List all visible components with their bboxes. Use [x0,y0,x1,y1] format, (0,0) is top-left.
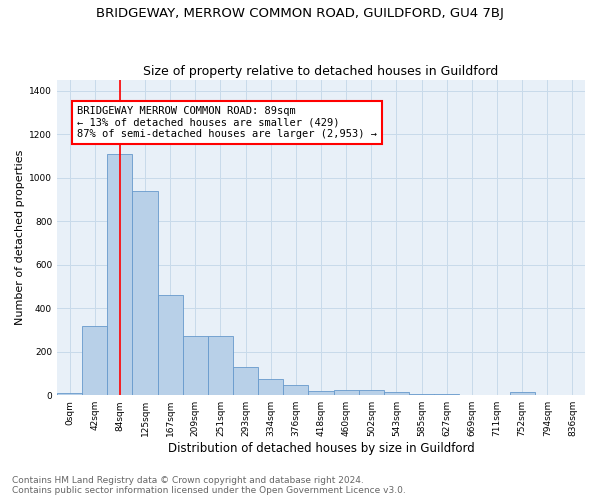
Title: Size of property relative to detached houses in Guildford: Size of property relative to detached ho… [143,66,499,78]
Bar [283,386,308,395]
Y-axis label: Number of detached properties: Number of detached properties [15,150,25,325]
Bar [57,393,82,395]
X-axis label: Distribution of detached houses by size in Guildford: Distribution of detached houses by size … [167,442,475,455]
Bar [133,190,158,395]
Bar [208,336,233,395]
Bar [509,392,535,395]
Bar [409,394,434,395]
Text: Contains HM Land Registry data © Crown copyright and database right 2024.
Contai: Contains HM Land Registry data © Crown c… [12,476,406,495]
Bar [82,326,107,395]
Bar [158,295,183,395]
Bar [308,391,334,395]
Bar [334,390,359,395]
Bar [258,379,283,395]
Bar [359,390,384,395]
Text: BRIDGEWAY, MERROW COMMON ROAD, GUILDFORD, GU4 7BJ: BRIDGEWAY, MERROW COMMON ROAD, GUILDFORD… [96,8,504,20]
Bar [384,392,409,395]
Bar [107,154,133,395]
Bar [183,336,208,395]
Text: BRIDGEWAY MERROW COMMON ROAD: 89sqm
← 13% of detached houses are smaller (429)
8: BRIDGEWAY MERROW COMMON ROAD: 89sqm ← 13… [77,106,377,139]
Bar [233,367,258,395]
Bar [434,394,459,395]
